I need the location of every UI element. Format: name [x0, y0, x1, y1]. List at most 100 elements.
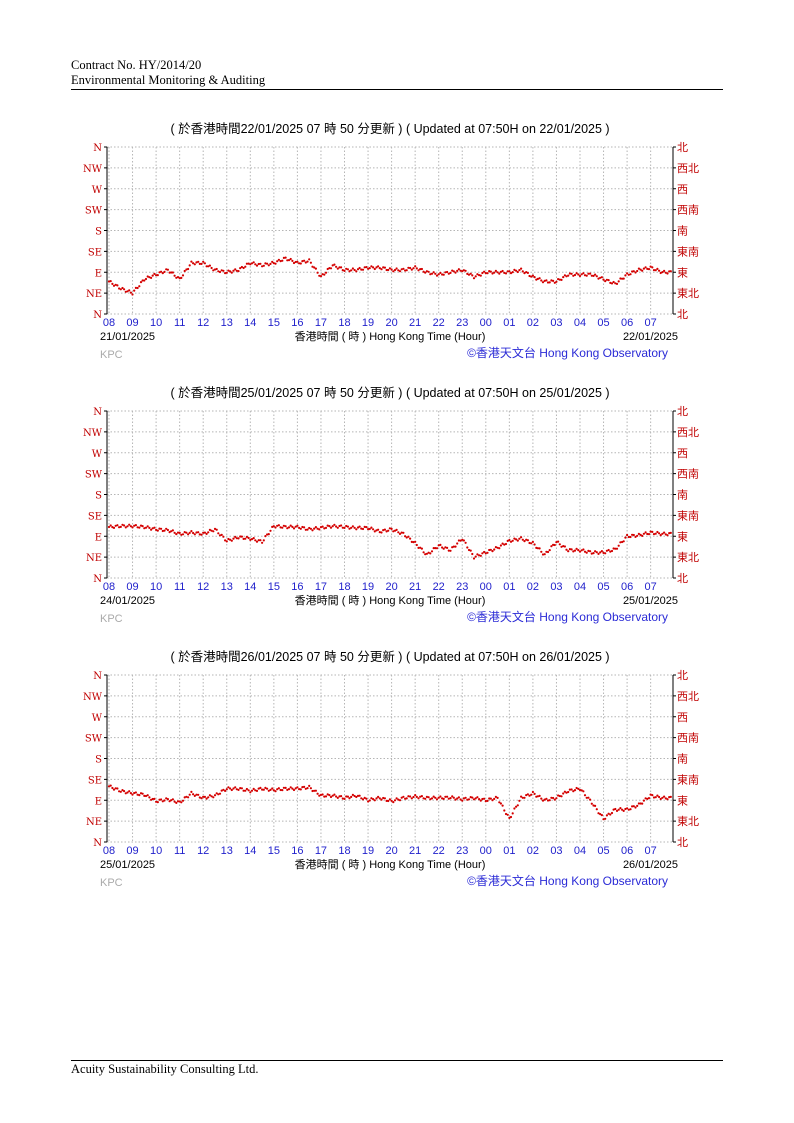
wind-direction-point [568, 548, 571, 551]
wind-direction-point [568, 272, 571, 275]
wind-direction-point [610, 549, 614, 553]
wind-direction-point [546, 799, 550, 802]
wind-direction-point [422, 270, 425, 273]
wind-direction-point [272, 262, 275, 265]
wind-direction-point [345, 524, 348, 528]
wind-direction-point [496, 271, 499, 274]
wind-direction-point [644, 266, 647, 269]
wind-direction-point [530, 275, 533, 278]
wind-direction-point [264, 262, 267, 265]
wind-direction-point [634, 806, 637, 809]
wind-direction-point [176, 800, 180, 803]
wind-direction-point [336, 796, 339, 799]
wind-direction-point [254, 539, 257, 542]
wind-direction-point [252, 787, 255, 790]
wind-direction-point [134, 791, 137, 794]
wind-direction-point [331, 794, 334, 797]
wind-direction-point [289, 786, 292, 789]
wind-direction-point [215, 267, 218, 271]
x-tick-label: 07 [645, 581, 657, 593]
wind-direction-point [274, 526, 277, 529]
copyright-credit: ©香港天文台 Hong Kong Observatory [467, 873, 668, 888]
wind-direction-point [340, 266, 343, 269]
wind-direction-point [299, 527, 302, 530]
wind-direction-point [447, 797, 450, 800]
wind-direction-point [652, 269, 656, 272]
wind-direction-point [516, 539, 519, 542]
wind-direction-point [112, 526, 116, 529]
wind-direction-point [346, 525, 349, 528]
x-tick-label: 15 [268, 581, 280, 593]
wind-direction-point [479, 799, 482, 802]
wind-direction-point [390, 268, 393, 271]
wind-direction-point [422, 551, 425, 554]
wind-direction-point [151, 797, 154, 801]
wind-direction-point [494, 546, 497, 549]
wind-direction-point [385, 268, 388, 272]
wind-direction-point [471, 552, 474, 556]
wind-direction-point [324, 526, 328, 529]
wind-direction-point [504, 812, 508, 816]
wind-direction-point [404, 535, 407, 538]
x-tick-label: 12 [197, 317, 209, 329]
wind-direction-point [434, 272, 437, 275]
wind-direction-point [600, 276, 604, 279]
x-tick-label: 22 [433, 317, 445, 329]
x-tick-label: 13 [221, 317, 233, 329]
wind-direction-point [363, 796, 366, 799]
wind-direction-point [276, 260, 279, 263]
wind-direction-point [491, 272, 494, 275]
wind-direction-point [266, 533, 269, 536]
wind-direction-point [363, 266, 366, 269]
wind-direction-point [119, 525, 122, 528]
wind-direction-point [659, 271, 662, 275]
wind-direction-point [267, 533, 270, 536]
wind-direction-point [599, 276, 602, 279]
wind-direction-point [427, 270, 430, 273]
wind-direction-point [400, 531, 403, 534]
wind-direction-point [474, 555, 477, 558]
wind-direction-point [192, 793, 195, 796]
wind-direction-point [215, 792, 218, 795]
wind-direction-point [518, 537, 521, 540]
wind-direction-point [148, 276, 151, 279]
wind-direction-point [419, 795, 422, 798]
wind-direction-point [237, 270, 240, 273]
wind-direction-point [661, 271, 664, 274]
wind-direction-point [193, 263, 196, 266]
wind-direction-point [225, 271, 228, 274]
chart-title: ( 於香港時間25/01/2025 07 時 50 分更新 ) ( Update… [170, 385, 609, 400]
wind-direction-point [649, 265, 652, 268]
wind-direction-point [600, 550, 604, 553]
wind-direction-point [176, 531, 180, 534]
wind-direction-point [605, 278, 609, 281]
wind-direction-point [224, 272, 227, 275]
wind-direction-point [326, 267, 329, 271]
wind-direction-point [557, 278, 560, 281]
wind-direction-point [356, 794, 360, 797]
x-tick-label: 10 [150, 845, 162, 857]
wind-direction-point [617, 808, 620, 811]
wind-direction-point [144, 794, 148, 798]
wind-direction-point [425, 795, 428, 798]
wind-direction-point [289, 524, 292, 527]
wind-direction-point [393, 268, 397, 272]
wind-direction-point [173, 274, 176, 277]
wind-direction-point [541, 799, 545, 802]
wind-direction-point [417, 269, 420, 272]
wind-direction-point [412, 541, 415, 544]
wind-direction-point [361, 527, 365, 531]
x-tick-label: 02 [527, 317, 539, 329]
wind-direction-point [356, 268, 360, 271]
wind-direction-point [592, 274, 595, 277]
wind-direction-point [175, 276, 178, 279]
wind-direction-point [609, 550, 612, 553]
wind-direction-point [594, 550, 597, 553]
wind-direction-point [437, 544, 440, 547]
x-tick-label: 23 [456, 581, 468, 593]
x-tick-label: 19 [362, 581, 374, 593]
wind-direction-point [308, 526, 311, 530]
wind-direction-point [269, 262, 272, 265]
wind-direction-point [484, 272, 487, 275]
wind-direction-point [183, 796, 186, 799]
